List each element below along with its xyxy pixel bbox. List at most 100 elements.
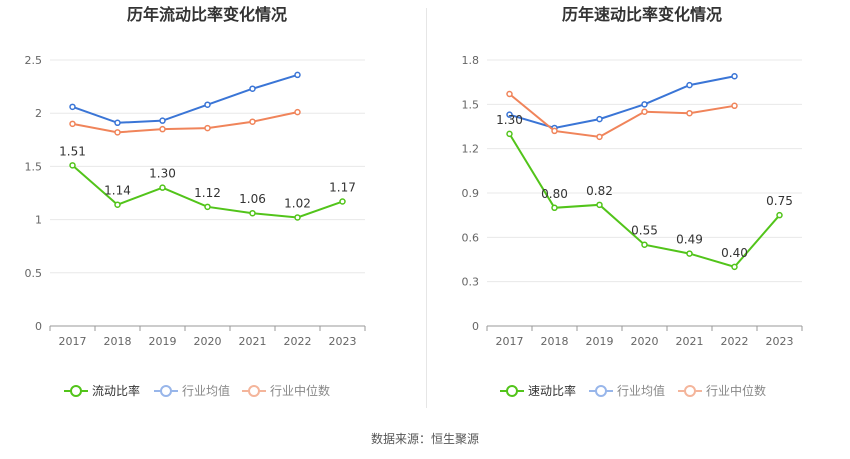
data-point xyxy=(249,209,256,217)
data-point xyxy=(159,117,166,124)
chart-title: 历年流动比率变化情况 xyxy=(127,5,287,24)
data-point xyxy=(204,124,211,132)
data-point xyxy=(69,162,76,169)
series-line-2 xyxy=(72,111,298,134)
y-tick-label: 0.3 xyxy=(462,276,480,289)
y-tick-label: 0 xyxy=(35,320,42,333)
legend-label[interactable]: 行业中位数 xyxy=(706,383,766,398)
data-point xyxy=(506,130,513,138)
legend-label[interactable]: 速动比率 xyxy=(528,383,576,398)
chart-panel-quick-ratio: 历年速动比率变化情况 0 0.3 0.6 0.9 1.2 1.5 1.8 2017 2018 201… xyxy=(425,0,850,420)
data-label: 1.30 xyxy=(496,113,523,127)
x-tick-label: 2018 xyxy=(104,335,132,348)
chart-panel-current-ratio: 历年流动比率变化情况 0 0.5 1 1.5 2 2.5 2017 2018 2019 2020 20… xyxy=(0,0,425,420)
legend-swatch-marker[interactable] xyxy=(70,385,82,397)
data-point xyxy=(69,120,76,128)
data-point xyxy=(114,119,121,127)
data-label: 0.82 xyxy=(586,184,613,198)
data-point xyxy=(551,127,558,135)
data-point xyxy=(596,133,603,141)
data-point xyxy=(506,90,513,98)
x-tick-label: 2020 xyxy=(194,335,222,348)
y-tick-label: 0 xyxy=(472,320,479,333)
x-tick-label: 2021 xyxy=(239,335,267,348)
panel-divider xyxy=(426,8,427,408)
legend-swatch-marker[interactable] xyxy=(160,385,172,397)
data-point xyxy=(641,108,648,115)
data-label: 1.51 xyxy=(59,144,86,158)
chart-title: 历年速动比率变化情况 xyxy=(562,5,722,24)
data-point xyxy=(731,263,738,271)
data-point xyxy=(731,102,738,110)
data-point xyxy=(641,241,648,248)
y-tick-label: 0.6 xyxy=(462,231,480,244)
data-point xyxy=(506,111,513,118)
quick-ratio-chart: 历年速动比率变化情况 0 0.3 0.6 0.9 1.2 1.5 1.8 2017 2018 201… xyxy=(462,5,803,398)
current-ratio-chart: 历年流动比率变化情况 0 0.5 1 1.5 2 2.5 2017 2018 2019 2020 20… xyxy=(25,5,366,398)
data-point xyxy=(596,115,603,123)
legend-label[interactable]: 行业中位数 xyxy=(270,383,330,398)
legend-label[interactable]: 行业均值 xyxy=(617,383,665,398)
data-label: 1.12 xyxy=(194,186,221,200)
y-tick-label: 1.5 xyxy=(25,160,43,173)
data-point xyxy=(686,109,693,117)
data-point xyxy=(596,201,603,209)
data-point xyxy=(114,201,121,208)
series-line-2 xyxy=(508,93,735,138)
data-point xyxy=(249,118,256,125)
x-tick-label: 2022 xyxy=(721,335,749,348)
y-tick-label: 2.5 xyxy=(25,54,43,67)
legend-label[interactable]: 流动比率 xyxy=(92,383,140,398)
data-point xyxy=(204,203,211,211)
data-label: 0.80 xyxy=(541,187,568,201)
y-tick-label: 1.8 xyxy=(462,54,480,67)
data-point xyxy=(686,81,693,89)
y-tick-label: 0.5 xyxy=(25,267,43,280)
y-tick-label: 1.5 xyxy=(462,98,480,111)
data-point xyxy=(294,108,301,116)
x-tick-label: 2018 xyxy=(541,335,569,348)
data-point xyxy=(641,101,648,108)
data-point xyxy=(551,204,558,212)
data-label: 0.49 xyxy=(676,233,703,247)
data-label: 1.17 xyxy=(329,181,356,195)
data-point xyxy=(204,101,211,108)
data-label: 1.30 xyxy=(149,167,176,181)
legend-swatch-marker[interactable] xyxy=(684,385,696,397)
x-tick-label: 2021 xyxy=(676,335,704,348)
data-label: 0.75 xyxy=(766,194,793,208)
x-tick-label: 2023 xyxy=(329,335,357,348)
data-point xyxy=(249,85,256,92)
legend-swatch-marker[interactable] xyxy=(506,385,518,397)
data-label: 0.40 xyxy=(721,246,748,260)
legend-swatch-marker[interactable] xyxy=(248,385,260,397)
data-label: 1.06 xyxy=(239,192,266,206)
y-tick-label: 1 xyxy=(35,214,42,227)
y-tick-label: 0.9 xyxy=(462,187,480,200)
y-tick-label: 1.2 xyxy=(462,143,480,156)
x-tick-label: 2017 xyxy=(59,335,87,348)
data-point xyxy=(686,250,693,257)
data-label: 0.55 xyxy=(631,224,658,238)
data-point xyxy=(339,198,346,205)
x-tick-label: 2020 xyxy=(631,335,659,348)
data-point xyxy=(294,71,301,79)
data-point xyxy=(114,129,121,136)
data-point xyxy=(159,184,166,191)
data-point xyxy=(731,73,738,80)
x-tick-label: 2017 xyxy=(496,335,524,348)
data-point xyxy=(69,103,76,111)
x-tick-label: 2022 xyxy=(284,335,312,348)
x-tick-label: 2019 xyxy=(149,335,177,348)
series-line-1 xyxy=(72,73,298,124)
legend-swatch-marker[interactable] xyxy=(595,385,607,397)
data-point xyxy=(294,214,301,221)
data-label: 1.14 xyxy=(104,184,131,198)
x-tick-label: 2019 xyxy=(586,335,614,348)
data-source-note: 数据来源：恒生聚源 xyxy=(370,432,479,446)
data-point xyxy=(776,211,783,219)
y-tick-label: 2 xyxy=(35,107,42,120)
legend-label[interactable]: 行业均值 xyxy=(182,383,230,398)
x-tick-label: 2023 xyxy=(766,335,794,348)
series-line-1 xyxy=(509,75,735,130)
